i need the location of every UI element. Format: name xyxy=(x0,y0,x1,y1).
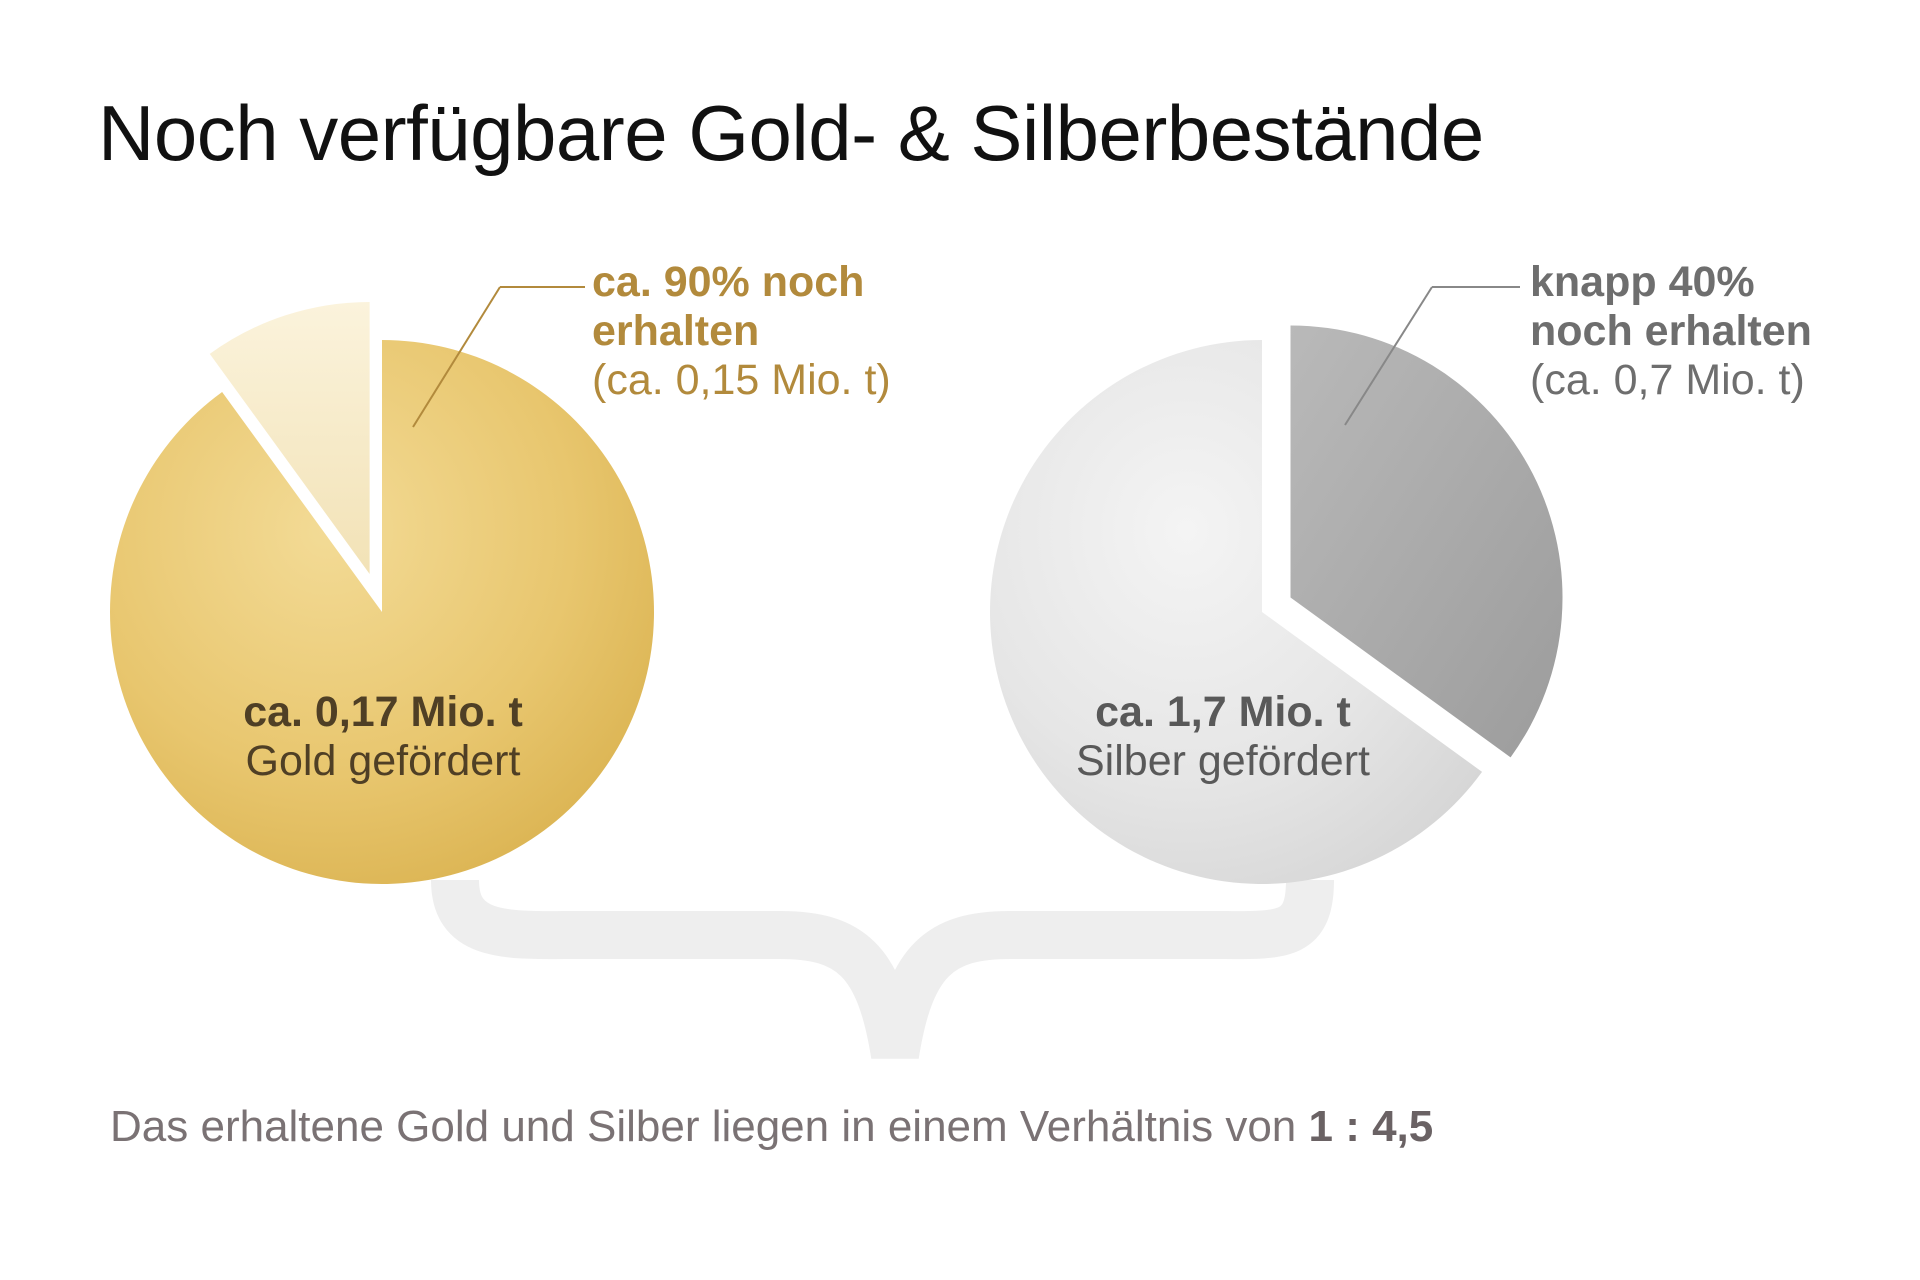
silver-total-label: ca. 1,7 Mio. t Silber gefördert xyxy=(1030,688,1416,786)
silver-slice-rest xyxy=(989,340,1483,885)
silver-callout-bold-2: noch erhalten xyxy=(1530,307,1812,355)
gold-total-label: ca. 0,17 Mio. t Gold gefördert xyxy=(190,688,576,786)
gold-callout: ca. 90% noch erhalten (ca. 0,15 Mio. t) xyxy=(592,258,891,405)
gold-slice-rest xyxy=(109,340,655,884)
footer-text: Das erhaltene Gold und Silber liegen in … xyxy=(110,1102,1297,1151)
silver-callout-amount: (ca. 0,7 Mio. t) xyxy=(1530,356,1805,404)
footer-note: Das erhaltene Gold und Silber liegen in … xyxy=(110,1102,1433,1152)
gold-leader-line xyxy=(412,286,501,428)
silver-callout-bold: knapp 40% xyxy=(1530,258,1755,306)
page-title: Noch verfügbare Gold- & Silberbestände xyxy=(98,89,1484,177)
gold-callout-bold-2: erhalten xyxy=(592,307,760,355)
silver-callout: knapp 40% noch erhalten (ca. 0,7 Mio. t) xyxy=(1530,258,1812,405)
silver-leader-line xyxy=(1344,286,1433,426)
gold-callout-amount: (ca. 0,15 Mio. t) xyxy=(592,356,891,404)
silver-total-value: ca. 1,7 Mio. t xyxy=(1095,688,1351,736)
gold-total-caption: Gold gefördert xyxy=(245,737,521,785)
silver-slice-remaining xyxy=(1290,325,1563,758)
gold-slice-remaining xyxy=(209,301,370,574)
silver-total-caption: Silber gefördert xyxy=(1076,737,1370,785)
gold-callout-bold: ca. 90% noch xyxy=(592,258,865,306)
gold-pie xyxy=(109,301,655,884)
silver-pie xyxy=(989,325,1563,885)
brace-connector xyxy=(431,878,1334,1059)
footer-ratio: 1 : 4,5 xyxy=(1308,1102,1434,1151)
gold-total-value: ca. 0,17 Mio. t xyxy=(243,688,523,736)
